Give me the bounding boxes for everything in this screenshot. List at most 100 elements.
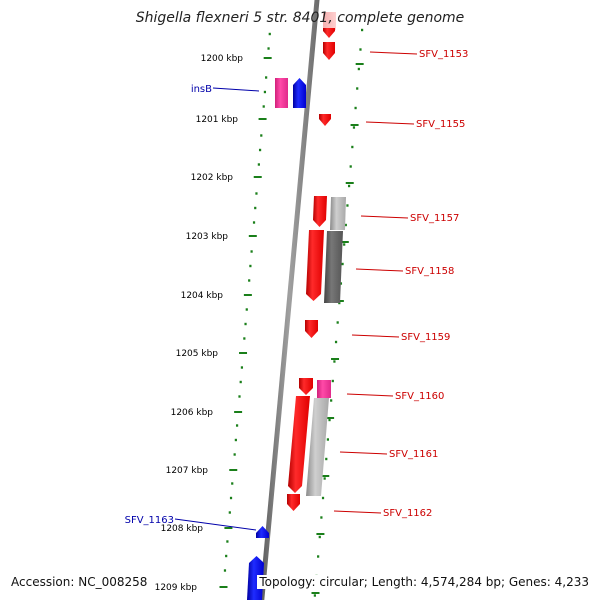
ruler-dot (336, 321, 339, 324)
map-title: Shigella flexneri 5 str. 8401, complete … (135, 10, 465, 26)
ruler-dot (318, 535, 321, 539)
ruler-dot (351, 145, 354, 149)
ruler-dot (262, 105, 265, 108)
ruler-dot (223, 569, 227, 572)
gene-labels: SFV_1153 SFV_1155 SFV_1157 SFV_1158 SFV_1159… (125, 49, 468, 531)
ruler-dot (240, 366, 244, 369)
gene-label: SFV_1161 (389, 449, 438, 460)
gene-label-leader (355, 268, 404, 272)
gene-label-leader (346, 393, 394, 397)
ruler-dot (248, 279, 251, 282)
gene-label: SFV_1158 (405, 266, 454, 277)
gene-label: SFV_1159 (401, 332, 450, 343)
gene-feature (299, 378, 313, 395)
gene-feature (323, 12, 336, 30)
ruler-dot (346, 204, 349, 207)
gene-label-leader (351, 334, 400, 338)
ruler-dot (352, 126, 356, 129)
gene-label: SFV_1155 (416, 119, 465, 130)
gene-feature (313, 196, 327, 227)
ruler-dot (268, 32, 271, 36)
ruler-dot (325, 457, 328, 461)
scale-label: 1208 kbp (161, 524, 204, 534)
ruler-dot (357, 67, 360, 71)
gene-feature (323, 42, 335, 60)
ruler-dot (267, 47, 270, 50)
gene-label-leader (365, 121, 415, 125)
gene-feature (275, 78, 288, 108)
gene-label: SFV_1162 (383, 508, 432, 519)
ruler-dot (231, 482, 234, 485)
ruler-dot (233, 453, 236, 456)
gene-label-leader (174, 518, 257, 531)
gene-label-leader (360, 215, 409, 219)
ruler-dot (321, 496, 325, 500)
scale-label: 1203 kbp (186, 232, 229, 242)
gene-label-leader (212, 87, 260, 92)
ruler-dot (356, 87, 359, 90)
gene-feature (287, 494, 300, 511)
ruler-dot (239, 380, 242, 384)
gene-feature (306, 230, 324, 301)
ruler-dot (343, 243, 346, 246)
gene-label-leader (333, 510, 382, 514)
gene-feature (319, 114, 331, 126)
ruler-dot (347, 184, 351, 188)
ruler-dot (323, 477, 326, 480)
scale-label: 1200 kbp (201, 54, 244, 64)
ruler-dot (331, 379, 334, 383)
gene-feature (247, 556, 264, 600)
gene-feature (330, 197, 346, 230)
ruler-dot (344, 223, 347, 227)
ruler-dot (238, 395, 241, 398)
ruler-dot (255, 192, 258, 195)
ruler-dot (229, 496, 233, 500)
ruler-dot (359, 48, 362, 51)
gene-feature (288, 396, 310, 493)
ruler-dot (317, 555, 320, 558)
ruler-dot (254, 206, 257, 210)
scale-label: 1207 kbp (166, 466, 209, 476)
ruler-dot (249, 264, 252, 268)
ruler-dot (354, 106, 357, 110)
ruler-dot (330, 399, 333, 402)
gene-feature (256, 526, 269, 538)
genome-backbone (259, 0, 320, 600)
ruler-dot (361, 28, 364, 32)
gene-feature (306, 398, 329, 496)
ruler-dot (328, 418, 331, 422)
gene-feature (293, 78, 306, 108)
scale-label: 1209 kbp (155, 583, 198, 593)
ruler-dot (339, 282, 343, 285)
scale-label: 1204 kbp (181, 291, 224, 301)
ruler-dot (228, 511, 231, 514)
scale-label: 1202 kbp (191, 173, 234, 183)
ruler-dot (244, 322, 247, 326)
ruler-lines (219, 28, 364, 597)
ruler-dot (260, 134, 263, 137)
ruler-dot (245, 308, 248, 311)
scale-labels: 1200 kbp 1201 kbp 1202 kbp 1203 kbp 1204 kbp… (155, 54, 244, 593)
scale-label: 1206 kbp (171, 408, 214, 418)
ruler-dot (235, 424, 239, 427)
ruler-dot (225, 554, 228, 558)
gene-label-leader (369, 51, 418, 55)
ruler-dot (349, 165, 352, 168)
ruler-dot (234, 438, 237, 442)
gene-label-leader (339, 451, 388, 455)
gene-label: SFV_1153 (419, 49, 468, 60)
ruler-dot (333, 360, 336, 363)
ruler-dot (326, 438, 330, 441)
gene-feature (324, 231, 343, 303)
ruler-dot (226, 540, 229, 543)
scale-label: 1201 kbp (196, 115, 239, 125)
ruler-dot (320, 516, 323, 519)
gene-label: SFV_1157 (410, 213, 459, 224)
ruler-dot (252, 221, 256, 224)
ruler-dot (257, 163, 260, 166)
gene-feature (323, 28, 335, 38)
ruler-dot (250, 250, 253, 253)
ruler-dot (265, 76, 268, 79)
ruler-dot (263, 90, 267, 94)
